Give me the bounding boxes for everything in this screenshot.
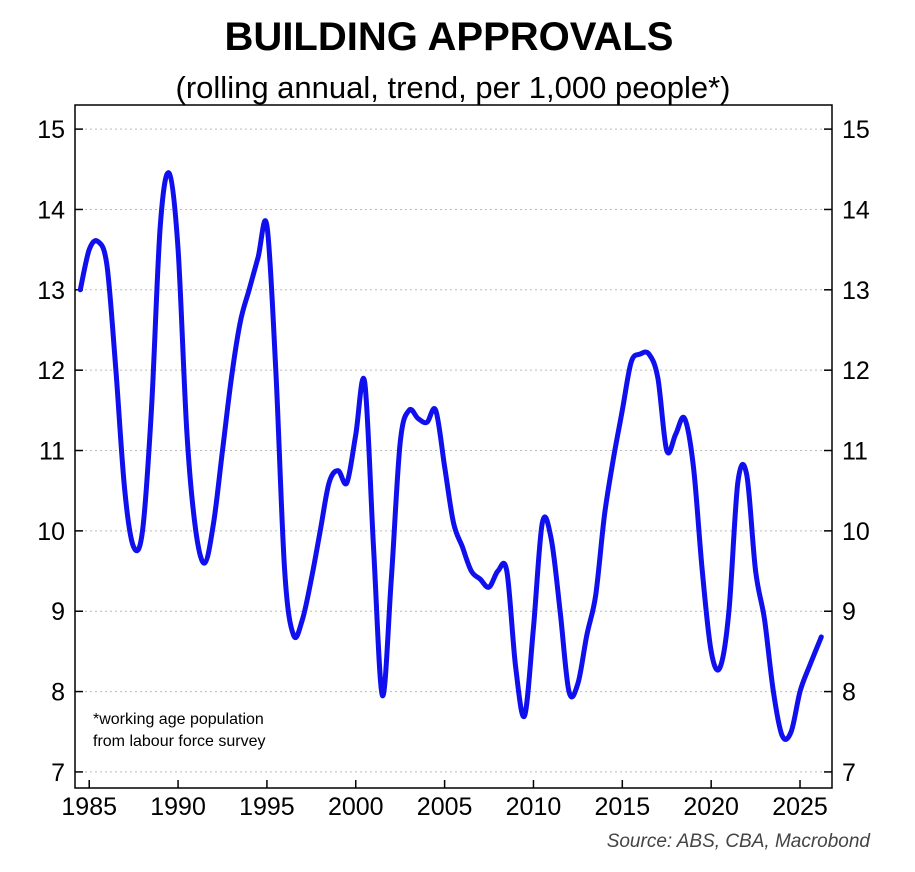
x-tick-label: 1985 — [61, 793, 117, 821]
source-note: Source: ABS, CBA, Macrobond — [607, 831, 872, 852]
x-tick-label: 1990 — [150, 793, 206, 821]
y-tick-label-left: 8 — [51, 679, 65, 707]
chart-title: BUILDING APPROVALS — [225, 15, 674, 59]
x-tick-label: 2015 — [595, 793, 651, 821]
y-tick-label-left: 11 — [39, 438, 65, 466]
y-tick-label-right: 7 — [842, 759, 856, 787]
x-tick-label: 2000 — [328, 793, 384, 821]
y-tick-label-right: 14 — [842, 196, 870, 224]
y-tick-label-right: 9 — [842, 598, 856, 626]
y-tick-label-left: 15 — [37, 116, 65, 144]
y-axis-right: 7 8 9 10 11 12 13 14 15 — [824, 116, 870, 787]
y-tick-label-right: 15 — [842, 116, 870, 144]
x-tick-label: 2005 — [417, 793, 473, 821]
x-tick-label: 2025 — [772, 793, 828, 821]
y-tick-label-left: 7 — [51, 759, 65, 787]
y-tick-label-left: 12 — [37, 357, 65, 385]
y-tick-label-left: 9 — [51, 598, 65, 626]
y-tick-label-left: 13 — [37, 277, 65, 305]
x-tick-label: 2010 — [506, 793, 562, 821]
plot-frame — [74, 104, 833, 789]
y-tick-label-right: 12 — [842, 357, 870, 385]
x-tick-label: 2020 — [683, 793, 739, 821]
y-tick-label-left: 10 — [37, 518, 65, 546]
footnote-line-2: from labour force survey — [93, 733, 266, 750]
series-line-building-approvals — [77, 170, 824, 742]
footnote-line-1: *working age population — [93, 711, 264, 728]
y-axis-left: 7 8 9 10 11 12 13 14 15 — [37, 116, 83, 787]
y-tick-label-right: 13 — [842, 277, 870, 305]
chart-subtitle: (rolling annual, trend, per 1,000 people… — [176, 70, 731, 105]
y-tick-label-right: 10 — [842, 518, 870, 546]
gridlines — [75, 128, 832, 773]
y-tick-label-right: 8 — [842, 679, 856, 707]
y-tick-label-left: 14 — [37, 196, 65, 224]
y-tick-label-right: 11 — [842, 438, 868, 466]
x-axis: 1985 1990 1995 2000 2005 2010 2015 2020 2025 — [61, 780, 828, 821]
x-tick-label: 1995 — [239, 793, 295, 821]
